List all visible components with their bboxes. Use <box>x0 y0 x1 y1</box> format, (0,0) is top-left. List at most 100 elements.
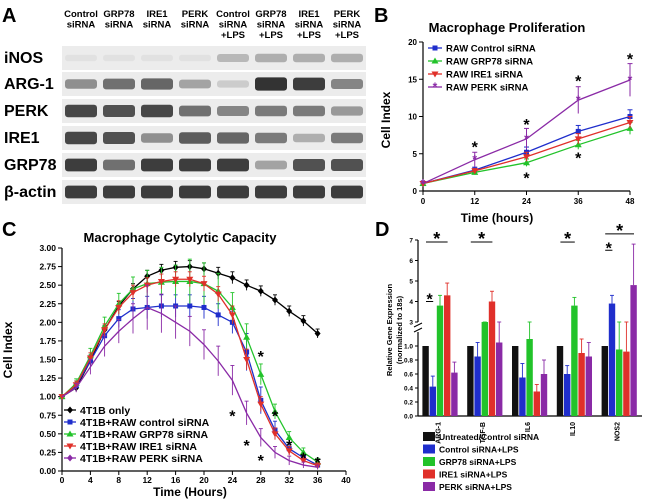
data-point: * <box>576 93 581 107</box>
data-point <box>271 431 279 438</box>
bar <box>444 295 451 416</box>
proliferation-chart: Macrophage Proliferation Time (hours) Ce… <box>379 20 635 225</box>
blot-band <box>255 160 287 170</box>
legend-label: RAW GRP78 siRNA <box>446 57 533 68</box>
legend-marker: * <box>433 80 438 94</box>
y-tick-label: 0.50 <box>39 429 56 439</box>
panel-label-c: C <box>2 219 16 241</box>
significance-star: * <box>272 408 279 425</box>
chart-title: Macrophage Cytolytic Capacity <box>84 230 278 245</box>
blot-row-label: ARG-1 <box>4 76 54 93</box>
blot-band <box>65 79 97 89</box>
y-tick-label: 0.6 <box>404 372 413 379</box>
y-tick-label: 3 <box>409 320 413 327</box>
blot-band <box>331 185 363 199</box>
y-tick-label: 0.25 <box>39 447 56 457</box>
y-tick-label: 7 <box>409 238 413 245</box>
data-point <box>471 168 479 175</box>
significance-star: * <box>243 438 250 455</box>
chart-title: Macrophage Proliferation <box>429 20 586 35</box>
y-tick-label: 4 <box>409 299 413 306</box>
data-point <box>299 448 307 455</box>
blot-row-label: iNOS <box>4 50 43 67</box>
legend-marker <box>431 57 439 64</box>
significance-star: * <box>627 51 634 68</box>
bar <box>608 303 616 416</box>
legend-label: Control siRNA+LPS <box>439 445 519 455</box>
blot-band <box>103 159 135 171</box>
data-point <box>285 448 293 455</box>
legend-label: 4T1B+RAW IRE1 siRNA <box>80 441 197 453</box>
legend-swatch <box>423 432 435 441</box>
legend-swatch <box>423 444 435 454</box>
x-tick-label: 12 <box>470 197 479 206</box>
significance-star: * <box>478 229 485 249</box>
cytolytic-chart: Macrophage Cytolytic Capacity Time (Hour… <box>1 230 351 499</box>
bar <box>564 374 571 416</box>
data-point <box>115 304 123 311</box>
bar <box>467 346 474 416</box>
blot-band <box>293 77 325 91</box>
blot-band <box>331 79 363 89</box>
significance-star: * <box>229 408 236 425</box>
blot-band <box>293 53 325 63</box>
gene-expression-chart: 0.0 0.2 0.4 0.6 0.8 1.0 3 4 5 6 7 Relative Gene Exp… <box>385 221 642 492</box>
blot-band <box>179 54 211 62</box>
x-tick-label: TGF-B <box>480 422 487 443</box>
bar <box>436 305 444 416</box>
data-point <box>201 304 207 310</box>
blot-band <box>293 159 325 171</box>
bar <box>474 356 481 416</box>
blot-band <box>331 106 363 116</box>
blot-row-label: IRE1 <box>4 130 40 147</box>
y-tick-label: 15 <box>408 75 417 84</box>
bar <box>540 374 548 416</box>
data-point <box>186 276 194 283</box>
data-point: * <box>628 73 633 87</box>
blot-column-header: IRE1 siRNA <box>143 9 172 31</box>
blot-band <box>65 185 97 199</box>
blot-band <box>293 185 325 199</box>
y-tick-label: 0.00 <box>39 466 56 476</box>
significance-star: * <box>258 349 265 366</box>
data-point: * <box>524 132 529 146</box>
legend-label: PERK siRNA+LPS <box>439 482 512 492</box>
y-tick-label: 5 <box>409 279 413 286</box>
y-tick-label: 0.2 <box>404 400 413 407</box>
blot-band <box>141 158 173 172</box>
y-tick-label: 6 <box>409 258 413 265</box>
bar <box>601 346 608 416</box>
x-tick-label: 8 <box>116 475 121 485</box>
legend-marker <box>67 419 73 425</box>
x-tick-label: IL6 <box>525 422 532 432</box>
blot-band <box>141 185 173 199</box>
data-point <box>257 401 265 408</box>
blot-band <box>255 77 287 91</box>
significance-star: * <box>286 438 293 455</box>
x-tick-label: 40 <box>341 475 351 485</box>
blot-band <box>179 132 211 144</box>
x-tick-label: 0 <box>421 197 426 206</box>
data-point <box>523 159 530 166</box>
data-point <box>523 154 530 161</box>
x-axis-label: Time (hours) <box>461 211 533 225</box>
legend-label: GRP78 siRNA+LPS <box>439 457 517 467</box>
y-axis-label: Cell Index <box>1 321 15 378</box>
data-point <box>116 316 122 322</box>
blot-band <box>293 133 325 143</box>
significance-star: * <box>300 451 307 468</box>
data-point <box>271 408 279 415</box>
y-tick-label: 2.50 <box>39 280 56 290</box>
blot-column-header: GRP78 siRNA +LPS <box>255 9 286 41</box>
legend-marker <box>67 406 73 414</box>
blot-band <box>65 104 97 118</box>
legend-marker <box>431 71 439 78</box>
blot-band <box>331 53 363 63</box>
blot-band <box>217 106 249 116</box>
data-point <box>129 290 137 297</box>
bar <box>616 349 623 416</box>
data-point <box>101 327 109 334</box>
legend-label: RAW PERK siRNA <box>446 83 528 94</box>
bar <box>623 351 630 416</box>
